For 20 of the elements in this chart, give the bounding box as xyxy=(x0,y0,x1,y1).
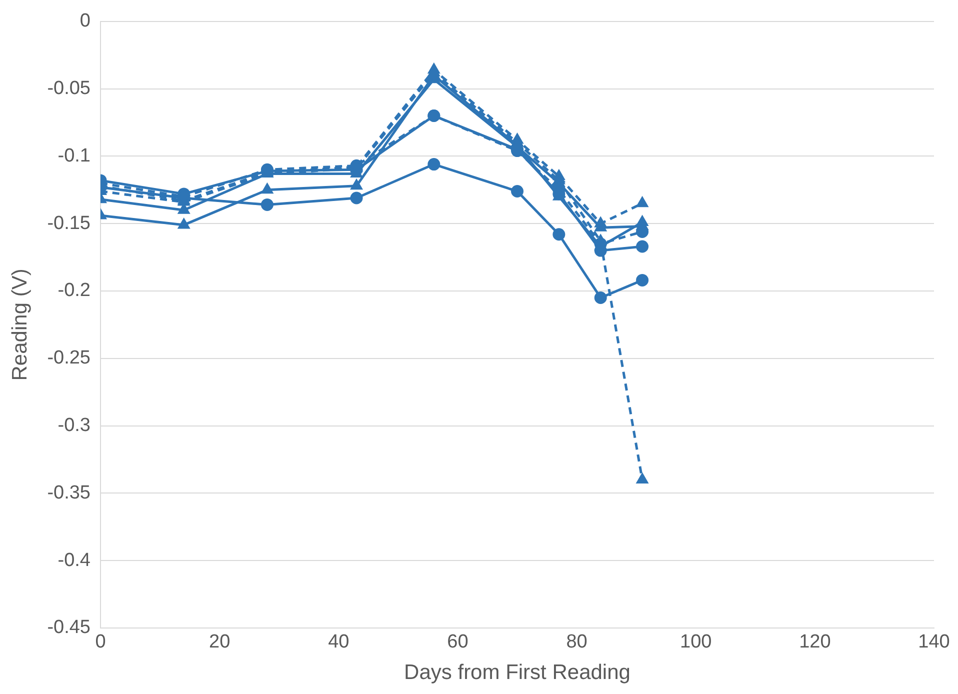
x-tick-label: 120 xyxy=(799,632,831,653)
y-tick-label: -0.1 xyxy=(58,145,91,166)
x-tick-label: 80 xyxy=(566,632,588,653)
x-tick-label: 60 xyxy=(447,632,468,653)
y-tick-label: -0.3 xyxy=(58,415,91,436)
y-tick-label: -0.35 xyxy=(47,482,91,504)
y-tick-label: -0.25 xyxy=(47,348,91,369)
y-tick-label: 0 xyxy=(80,10,91,32)
y-tick-label: -0.4 xyxy=(58,550,91,571)
x-tick-label: 140 xyxy=(918,632,950,653)
y-tick-label: -0.45 xyxy=(47,617,91,638)
y-axis-title: Reading (V) xyxy=(8,268,32,381)
y-tick-label: -0.05 xyxy=(47,78,91,100)
x-tick-label: 0 xyxy=(95,632,106,653)
x-tick-label: 40 xyxy=(328,632,350,653)
x-axis-title: Days from First Reading xyxy=(404,661,630,684)
x-tick-label: 100 xyxy=(680,632,712,653)
y-tick-label: -0.15 xyxy=(47,212,91,234)
y-tick-label: -0.2 xyxy=(58,280,91,302)
x-tick-label: 20 xyxy=(209,632,230,653)
